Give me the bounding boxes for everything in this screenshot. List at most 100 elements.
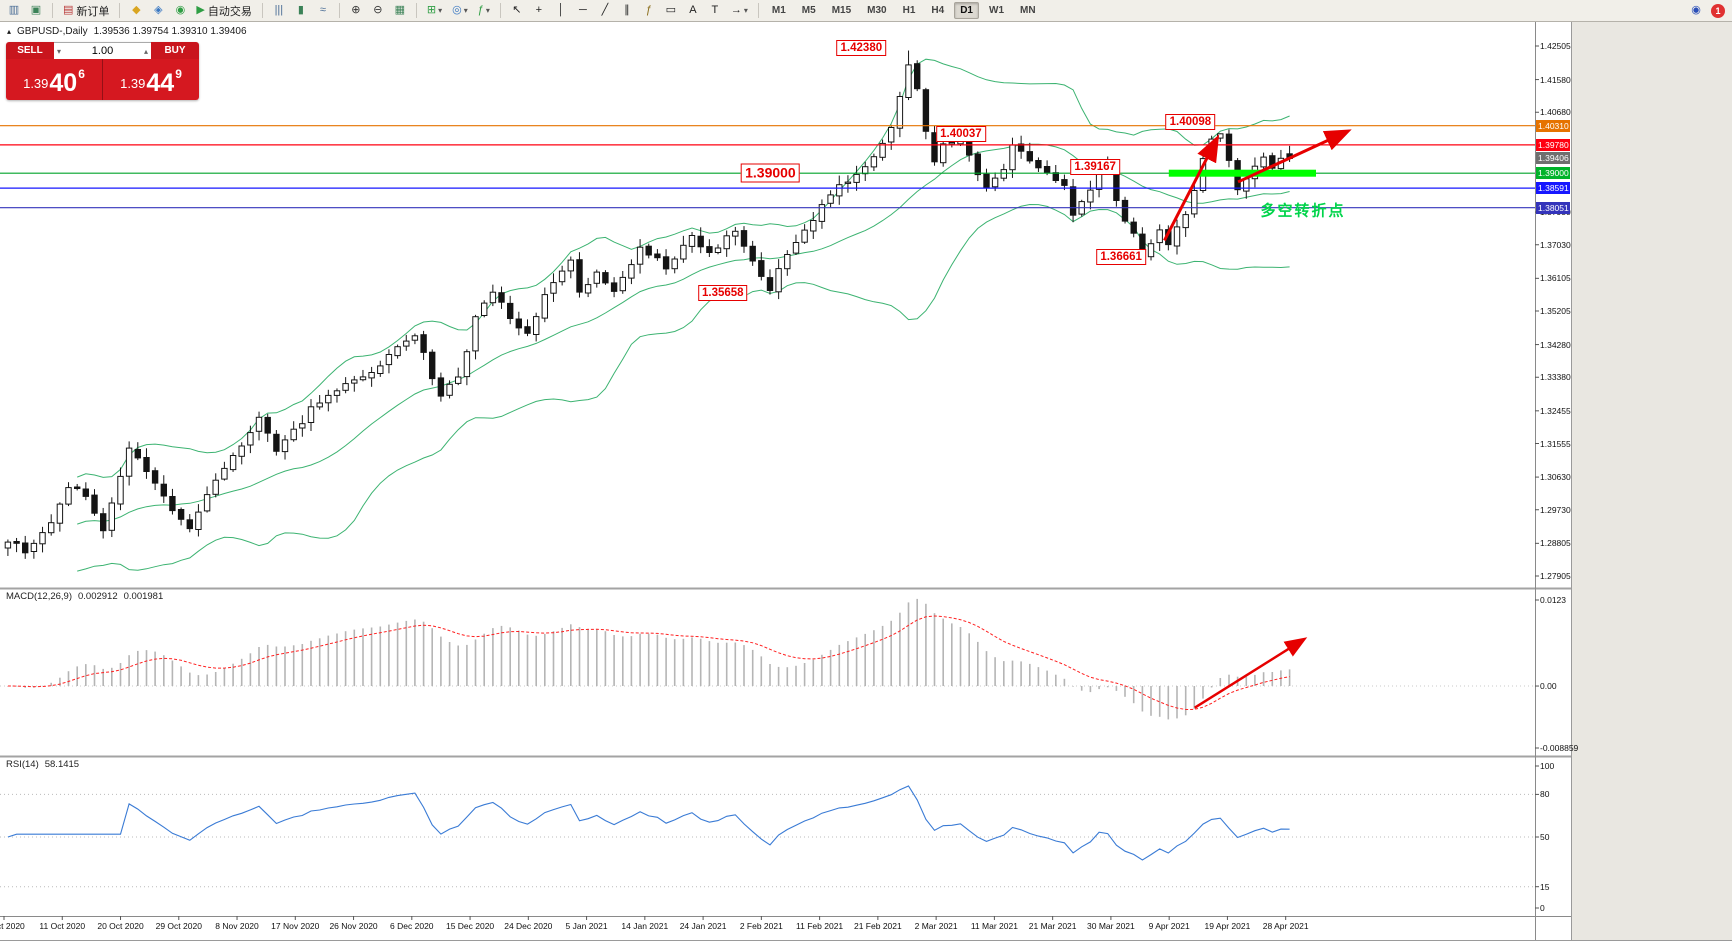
volume-increase-button[interactable]: ▴ — [143, 46, 148, 56]
rsi-line — [7, 785, 1290, 861]
volume-decrease-button[interactable]: ▾ — [57, 46, 62, 56]
rsi-name: RSI(14) — [6, 759, 39, 770]
price-annotation[interactable]: 1.40098 — [1165, 113, 1216, 130]
cycles-icon: ◎ — [452, 4, 462, 16]
navigator-button[interactable]: ◉ — [170, 2, 190, 20]
macd-histogram — [7, 598, 1291, 720]
tile-windows-button[interactable]: ▦ — [390, 2, 410, 20]
arrows-tool-icon: → — [730, 4, 742, 16]
toolbar-separator — [499, 3, 501, 18]
chart-background — [0, 22, 1571, 940]
zoom-out-button[interactable]: ⊖ — [368, 2, 388, 20]
data-window-button[interactable]: ◈ — [148, 2, 168, 20]
sell-price-button[interactable]: 1.39 40 6 — [6, 59, 103, 100]
timeframe-m15[interactable]: M15 — [831, 5, 852, 16]
timeframe-h4[interactable]: H4 — [931, 5, 945, 16]
zoom-in-button[interactable]: ⊕ — [346, 2, 366, 20]
cursor-tool-button[interactable]: ↖ — [507, 2, 527, 20]
macd-indicator-label: MACD(12,26,9) 0.002912 0.001981 — [6, 591, 163, 602]
buy-price-base: 1.39 — [120, 76, 146, 91]
vertical-line-tool-icon: │ — [557, 4, 565, 16]
horizontal-line-tool-icon: ─ — [578, 4, 587, 16]
line-chart-button[interactable]: ≈ — [313, 2, 333, 20]
market-watch-button[interactable]: ◆ — [126, 2, 146, 20]
collapse-panel-icon[interactable]: ▴ — [7, 27, 12, 36]
volume-value[interactable]: 1.00 — [91, 45, 114, 57]
sell-price-sup: 6 — [78, 67, 85, 81]
caret-down-icon: ▾ — [463, 6, 468, 15]
macd-name: MACD(12,26,9) — [6, 591, 72, 602]
trend-arrow-2[interactable] — [1237, 129, 1352, 184]
bollinger-lower-band — [77, 203, 1290, 572]
caret-down-icon: ▾ — [485, 6, 490, 15]
chrome-layer — [0, 22, 1571, 940]
buy-button[interactable]: BUY — [151, 42, 199, 59]
autotrading-button[interactable]: ▶ 自动交易 — [192, 2, 255, 20]
profile-button[interactable]: ▣ — [26, 2, 46, 20]
shapes-tool-button[interactable]: ▭ — [661, 2, 681, 20]
horizontal-line-tool-button[interactable]: ─ — [573, 2, 593, 20]
cycles-button[interactable]: ◎ ▾ — [448, 2, 472, 20]
navigator-icon: ◉ — [175, 4, 186, 16]
price-annotation[interactable]: 1.39000 — [741, 163, 800, 182]
toolbar: ▥ ▣ ▤ 新订单 ◆ ◈ ◉ ▶ 自动交易 ||| ▮ ≈ ⊕ ⊖ ▦ ⊞ ▾ ◎ ▾ ƒ ▾ ↖ + │ ─ ╱ ∥ ƒ ▭ A T → ▾… — [0, 0, 1732, 22]
new-chart-icon: ⊞ — [426, 4, 437, 16]
crosshair-tool-button[interactable]: + — [529, 2, 549, 20]
autotrading-button-label: 自动交易 — [207, 5, 252, 18]
new-order-button[interactable]: ▤ 新订单 — [59, 2, 113, 20]
price-annotation[interactable]: 1.39167 — [1070, 158, 1120, 175]
community-button[interactable]: ◉ — [1686, 2, 1706, 20]
price-annotation[interactable]: 1.40037 — [936, 126, 986, 143]
new-order-icon: ▤ — [63, 4, 74, 16]
notification-badge[interactable]: 1 — [1711, 3, 1725, 18]
zoom-in-icon: ⊕ — [351, 4, 361, 16]
price-annotation[interactable]: 1.35658 — [697, 285, 748, 302]
timeframe-h1[interactable]: H1 — [902, 5, 916, 16]
timeframe-w1[interactable]: W1 — [989, 5, 1004, 16]
vertical-line-tool-button[interactable]: │ — [551, 2, 571, 20]
price-axis[interactable] — [1535, 22, 1571, 916]
price-annotation[interactable]: 1.36661 — [1096, 249, 1146, 266]
candlestick-chart-button[interactable]: ▮ — [291, 2, 311, 20]
indicators-icon: ƒ — [477, 4, 484, 16]
text-tool-button[interactable]: A — [683, 2, 703, 20]
chart-window-icon: ▥ — [8, 4, 20, 16]
support-zone[interactable] — [1168, 169, 1316, 177]
toolbar-separator — [261, 3, 263, 18]
timeframe-mn[interactable]: MN — [1020, 5, 1036, 16]
macd-trend-arrow[interactable] — [1194, 637, 1308, 709]
toolbar-right: ◉ 1 — [1686, 2, 1728, 20]
trendline-tool-icon: ╱ — [601, 4, 609, 16]
volume-stepper[interactable]: ▾ 1.00 ▴ — [54, 42, 151, 59]
new-chart-button[interactable]: ⊞ ▾ — [423, 2, 446, 20]
time-axis[interactable] — [0, 916, 1571, 940]
indicators-button[interactable]: ƒ ▾ — [474, 2, 494, 20]
toolbar-separator — [415, 3, 417, 18]
price-annotation[interactable]: 1.42380 — [836, 39, 887, 56]
community-icon: ◉ — [1691, 4, 1701, 16]
sell-price-base: 1.39 — [23, 76, 49, 91]
timeframe-m30[interactable]: M30 — [867, 5, 887, 16]
timeframe-m1[interactable]: M1 — [771, 5, 786, 16]
arrows-tool-button[interactable]: → ▾ — [727, 2, 752, 20]
toolbar-separator — [119, 3, 121, 18]
chart-window-button[interactable]: ▥ — [4, 2, 24, 20]
ohlc-values: 1.39536 1.39754 1.39310 1.39406 — [93, 26, 247, 37]
trend-arrow-1[interactable] — [1163, 134, 1220, 242]
buy-price-button[interactable]: 1.39 44 9 — [103, 59, 199, 100]
macd-main-value: 0.002912 — [78, 591, 118, 602]
sell-button[interactable]: SELL — [6, 42, 54, 59]
trendline-tool-button[interactable]: ╱ — [595, 2, 615, 20]
fibonacci-tool-button[interactable]: ƒ — [639, 2, 659, 20]
bar-chart-button[interactable]: ||| — [269, 2, 289, 20]
channel-tool-button[interactable]: ∥ — [617, 2, 637, 20]
data-window-icon: ◈ — [154, 4, 163, 16]
turning-point-note[interactable]: 多空转折点 — [1260, 202, 1346, 220]
buy-price-big: 44 — [146, 69, 175, 97]
timeframe-m5[interactable]: M5 — [801, 5, 816, 16]
label-tool-button[interactable]: T — [705, 2, 725, 20]
buy-price-sup: 9 — [175, 67, 182, 81]
timeframe-d1[interactable]: D1 — [954, 2, 979, 19]
chart-header: ▴ GBPUSD-,Daily 1.39536 1.39754 1.39310 … — [7, 26, 247, 37]
